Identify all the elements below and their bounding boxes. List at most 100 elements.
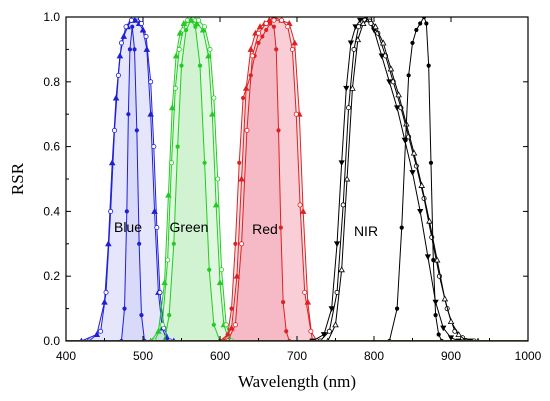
annotation-red: Red [252, 221, 278, 237]
series-line-red-3 [227, 19, 318, 341]
data-point-red-3-13 [302, 289, 308, 295]
data-point-nir-4-2 [399, 225, 404, 230]
data-point-red-1-3 [233, 241, 238, 246]
data-point-green-3-2 [171, 241, 176, 246]
y-tick-label-0.2: 0.2 [43, 269, 60, 283]
data-point-red-1-4 [237, 160, 242, 165]
x-tick-label-400: 400 [56, 349, 76, 363]
data-point-red-3-4 [249, 53, 255, 59]
data-point-red-1-5 [241, 95, 246, 101]
data-point-nir-4-9 [424, 21, 429, 26]
data-point-red-3-3 [244, 127, 250, 133]
data-point-nir-3-11 [395, 91, 402, 98]
data-point-green-1-6 [176, 29, 184, 36]
x-tick-label-1000: 1000 [515, 349, 542, 363]
data-point-nir-1-15 [409, 170, 416, 176]
data-point-nir-4-1 [395, 306, 400, 311]
data-point-red-3-7 [271, 17, 277, 23]
data-point-green-3-10 [207, 267, 212, 272]
data-point-nir-3-16 [433, 256, 441, 263]
series-line-blue-2 [88, 17, 171, 341]
data-point-blue-3-2 [124, 209, 129, 214]
data-point-red-1-12 [271, 24, 276, 29]
data-point-nir-3-17 [441, 295, 449, 302]
series-line-nir-3 [327, 17, 478, 341]
data-point-green-1-7 [180, 20, 188, 26]
y-axis-title: RSR [8, 162, 27, 195]
data-point-green-1-13 [209, 110, 216, 117]
data-point-green-3-8 [197, 63, 203, 68]
data-point-blue-3-5 [130, 24, 135, 29]
data-point-nir-3-5 [354, 36, 362, 43]
data-point-red-1-14 [276, 128, 281, 133]
data-point-blue-2-14 [154, 225, 160, 231]
data-point-nir-1-18 [432, 299, 439, 306]
data-point-green-1-11 [199, 26, 207, 33]
data-point-green-2-9 [195, 17, 201, 23]
data-point-green-2-15 [223, 322, 229, 328]
data-point-blue-3-4 [127, 47, 133, 52]
data-point-red-3-8 [279, 17, 285, 23]
data-point-red-1-15 [278, 225, 283, 230]
data-point-nir-4-14 [436, 332, 441, 337]
data-point-nir-2-5 [351, 46, 357, 52]
series-blue-2 [86, 17, 173, 341]
x-tick-label-600: 600 [210, 349, 230, 363]
data-point-green-2-1 [159, 322, 165, 328]
data-point-nir-2-6 [356, 24, 362, 30]
data-point-red-2-15 [299, 207, 307, 214]
data-point-red-2-4 [242, 84, 250, 91]
data-point-green-1-12 [205, 52, 212, 59]
data-point-nir-4-3 [403, 138, 408, 143]
data-point-blue-1-10 [132, 17, 139, 23]
data-point-blue-2-15 [157, 289, 163, 295]
data-point-nir-3-15 [426, 217, 433, 224]
data-point-nir-4-12 [431, 257, 436, 263]
data-point-red-3-5 [255, 30, 261, 36]
data-point-nir-3-3 [343, 175, 351, 182]
data-point-nir-4-10 [426, 63, 431, 68]
y-tick-label-0.6: 0.6 [43, 140, 60, 154]
data-point-blue-1-4 [108, 159, 116, 166]
data-point-nir-3-2 [338, 266, 345, 273]
band-fill-green-2 [164, 20, 220, 341]
data-point-nir-1-1 [320, 332, 328, 338]
data-point-green-2-10 [202, 24, 208, 30]
data-point-green-3-1 [167, 312, 172, 318]
data-point-green-2-3 [168, 160, 174, 166]
data-point-blue-2-5 [115, 72, 121, 78]
data-point-green-1-15 [216, 279, 224, 286]
data-point-red-3-2 [239, 241, 245, 247]
data-point-green-1-4 [168, 104, 176, 111]
data-point-blue-1-5 [112, 94, 120, 101]
data-point-blue-2-6 [118, 40, 124, 46]
data-point-red-1-16 [281, 300, 286, 305]
data-point-blue-2-2 [103, 289, 109, 295]
data-point-green-2-14 [219, 267, 225, 273]
data-point-green-3-4 [179, 63, 184, 68]
annotation-blue: Blue [114, 219, 142, 235]
band-fill-green-0 [150, 20, 230, 341]
series-line-green-2 [154, 17, 233, 341]
data-point-green-2-11 [207, 46, 213, 52]
x-tick-label-900: 900 [441, 349, 461, 363]
data-point-blue-3-1 [122, 306, 127, 311]
data-point-nir-2-3 [340, 202, 346, 208]
data-point-blue-3-3 [126, 112, 131, 117]
data-point-nir-4-11 [428, 160, 434, 165]
data-point-red-3-10 [289, 46, 295, 52]
data-point-nir-4-6 [414, 27, 419, 33]
data-point-blue-2-12 [148, 79, 154, 85]
y-tick-label-0.4: 0.4 [43, 204, 60, 218]
data-point-nir-3-19 [455, 331, 462, 338]
data-point-red-3-9 [285, 24, 291, 30]
data-point-red-2-2 [233, 272, 241, 279]
data-point-nir-1-12 [386, 79, 393, 86]
data-point-nir-4-4 [406, 73, 411, 78]
band-fill-blue-2 [121, 26, 145, 341]
data-point-red-3-1 [232, 322, 238, 328]
data-point-nir-4-5 [410, 40, 415, 46]
data-point-nir-1-19 [440, 325, 447, 332]
band-fill-red-2 [227, 20, 318, 341]
data-point-green-1-5 [172, 52, 180, 59]
